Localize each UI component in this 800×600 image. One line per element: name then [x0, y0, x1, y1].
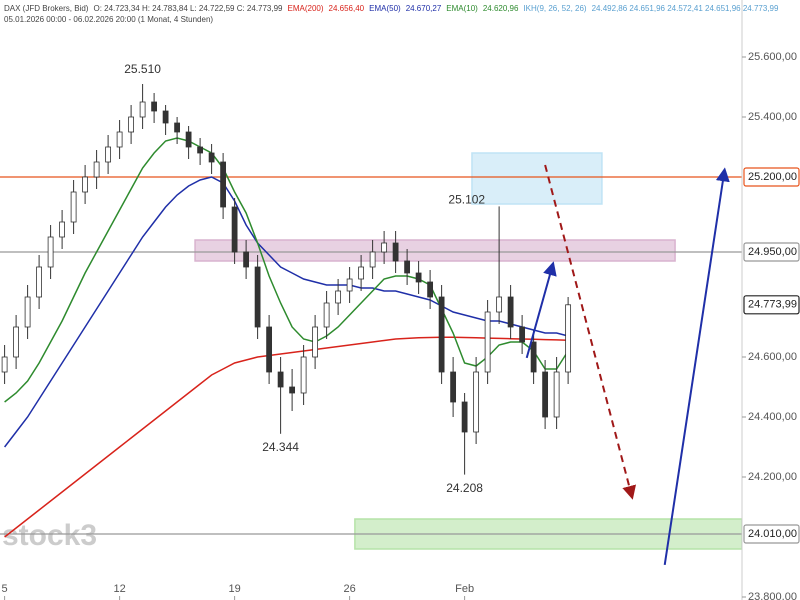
legend-name: EMA(200)	[287, 4, 324, 13]
legend-name: EMA(10)	[446, 4, 478, 13]
candle-body	[105, 146, 112, 163]
arrow	[525, 261, 557, 359]
candle-body	[565, 304, 572, 373]
watermark: stock3	[2, 519, 97, 552]
candle-body	[139, 101, 146, 118]
candle-body	[59, 221, 66, 238]
legend-name: EMA(50)	[369, 4, 401, 13]
legend-value: 24.670,27	[405, 4, 442, 13]
arrow	[544, 164, 636, 500]
candle-body	[185, 131, 192, 148]
candle-body	[162, 110, 169, 124]
candle-body	[116, 131, 123, 148]
candle-body	[254, 266, 261, 328]
y-tick-label: 23.800,00	[748, 591, 797, 600]
x-tick-label: 19	[228, 583, 240, 595]
price-label: 25.200,00	[748, 171, 797, 183]
candle-body	[13, 326, 20, 358]
candle-body	[346, 278, 353, 292]
zone	[194, 239, 676, 262]
candle-body	[70, 191, 77, 223]
candle-body	[438, 296, 445, 373]
candle-body	[197, 146, 204, 154]
price-label: 24.773,99	[748, 299, 797, 311]
candle-body	[231, 206, 238, 253]
candle-body	[519, 326, 526, 343]
ema-line	[4, 176, 569, 448]
candle-body	[369, 251, 376, 268]
arrow	[663, 167, 730, 566]
candle-body	[415, 272, 422, 283]
y-tick-label: 24.600,00	[748, 351, 797, 363]
candle-body	[427, 281, 434, 298]
candle-body	[461, 401, 468, 433]
price-annotation: 25.102	[448, 193, 485, 207]
candle-body	[36, 266, 43, 298]
candle-body	[335, 290, 342, 304]
ema-line	[4, 137, 569, 403]
y-tick-label: 25.600,00	[748, 51, 797, 63]
candle-body	[220, 161, 227, 208]
price-annotation: 25.510	[124, 62, 161, 76]
candle-body	[473, 371, 480, 433]
candle-body	[542, 371, 549, 418]
price-label-box	[743, 242, 800, 262]
y-tick-label: 24.200,00	[748, 471, 797, 483]
ohlc: O: 24.723,34 H: 24.783,84 L: 24.722,59 C…	[93, 4, 283, 13]
candle-body	[300, 356, 307, 394]
candle-body	[151, 101, 158, 112]
y-tick-label: 24.400,00	[748, 411, 797, 423]
candle-body	[174, 122, 181, 133]
price-label-box	[743, 524, 800, 544]
candle-body	[507, 296, 514, 328]
indicator-value: 24.492,86 24.651,96 24.572,41 24.651,96 …	[591, 4, 779, 13]
candle-body	[82, 176, 89, 193]
x-tick-label: 12	[113, 583, 125, 595]
candle-body	[243, 251, 250, 268]
price-label: 24.010,00	[748, 528, 797, 540]
candle-body	[47, 236, 54, 268]
legend-value: 24.656,40	[328, 4, 365, 13]
candle-body	[381, 242, 388, 253]
zone	[471, 152, 603, 205]
candle-body	[93, 161, 100, 178]
candle-body	[208, 152, 215, 163]
candle-body	[392, 242, 399, 262]
chart-header: DAX (JFD Brokers, Bid) O: 24.723,34 H: 24…	[4, 3, 783, 25]
x-tick-label: 26	[343, 583, 355, 595]
candle-body	[24, 296, 31, 328]
candle-body	[128, 116, 135, 133]
candle-body	[289, 386, 296, 394]
candle-body	[530, 341, 537, 373]
candle-body	[266, 326, 273, 373]
candle-body	[404, 260, 411, 274]
symbol: DAX (JFD Brokers, Bid)	[4, 4, 89, 13]
ema-line	[4, 336, 569, 538]
candle-body	[277, 371, 284, 388]
candle-body	[323, 302, 330, 328]
candle-body	[553, 371, 560, 418]
candle-body	[1, 356, 8, 373]
price-label-box	[743, 167, 800, 187]
x-tick-label: Feb	[455, 583, 474, 595]
x-tick-label: 5	[2, 583, 8, 595]
price-annotation: 24.344	[262, 440, 299, 454]
candle-body	[450, 371, 457, 403]
candle-body	[484, 311, 491, 373]
indicator-name: IKH(9, 26, 52, 26)	[523, 4, 587, 13]
price-annotation: 24.208	[446, 481, 483, 495]
candle-body	[358, 266, 365, 280]
date-range: 05.01.2026 00:00 - 06.02.2026 20:00 (1 M…	[4, 15, 214, 24]
y-tick-label: 25.400,00	[748, 111, 797, 123]
candle-body	[312, 326, 319, 358]
price-label-box	[743, 295, 800, 315]
price-label: 24.950,00	[748, 246, 797, 258]
candle-body	[496, 296, 503, 313]
legend-value: 24.620,96	[482, 4, 519, 13]
